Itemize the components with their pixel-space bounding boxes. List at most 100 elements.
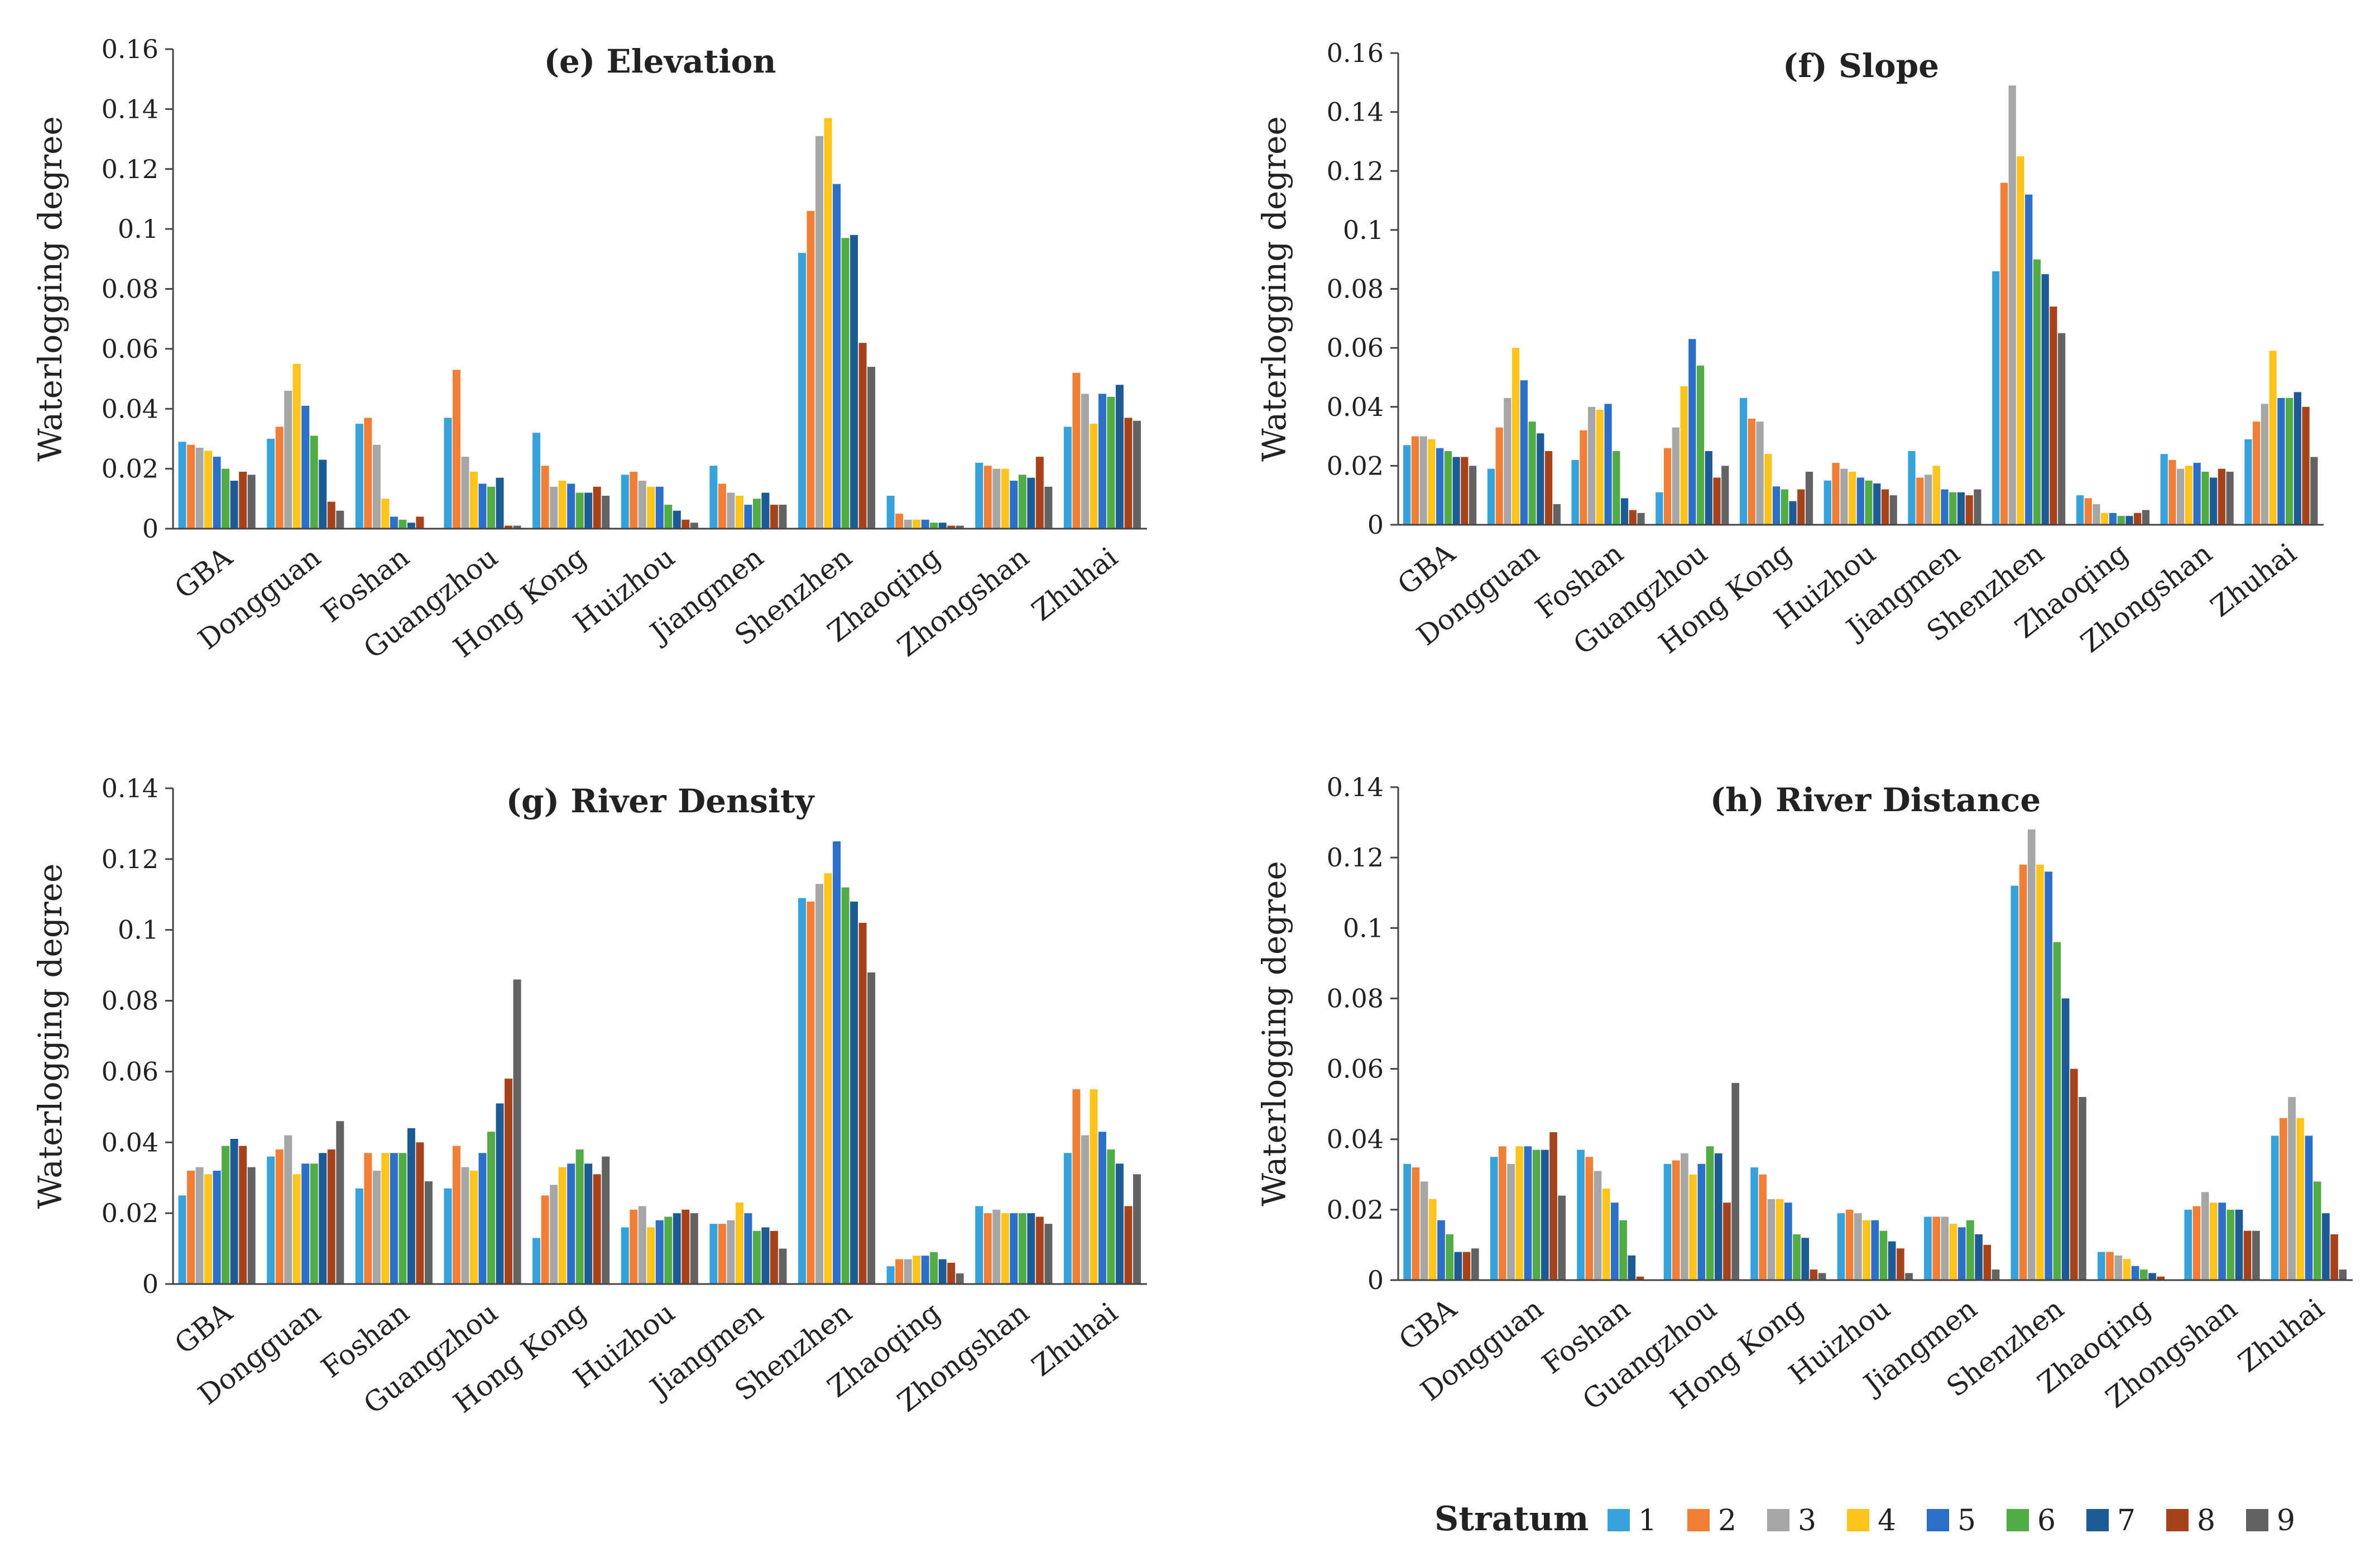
bar-stratum-6 xyxy=(2286,397,2293,525)
bar-stratum-4 xyxy=(1090,1089,1098,1284)
y-tick-label: 0.1 xyxy=(118,915,159,945)
bar-stratum-7 xyxy=(2322,1213,2330,1280)
bar-stratum-6 xyxy=(1528,421,1536,525)
legend-swatch-8 xyxy=(2166,1509,2189,1531)
bar-stratum-2 xyxy=(1495,427,1503,525)
bar-stratum-5 xyxy=(301,1163,310,1284)
bar-stratum-5 xyxy=(2277,397,2285,525)
bar-stratum-4 xyxy=(381,1153,390,1284)
bar-stratum-3 xyxy=(372,444,381,529)
bar-stratum-1 xyxy=(1656,492,1663,525)
bar-stratum-7 xyxy=(407,1128,415,1284)
bar-stratum-7 xyxy=(2293,392,2301,525)
bar-stratum-7 xyxy=(938,523,947,529)
bar-stratum-7 xyxy=(1628,1255,1636,1280)
bar-stratum-4 xyxy=(1602,1189,1610,1280)
bar-stratum-1 xyxy=(886,1266,895,1284)
bar-stratum-7 xyxy=(407,523,415,529)
bar-stratum-8 xyxy=(1462,1252,1471,1280)
y-tick-label: 0.16 xyxy=(102,34,159,64)
bar-stratum-4 xyxy=(1001,468,1009,529)
y-tick-label: 0.14 xyxy=(102,94,159,124)
bar-stratum-5 xyxy=(567,483,575,529)
bar-stratum-5 xyxy=(2193,463,2201,525)
bar-stratum-6 xyxy=(1532,1149,1541,1280)
bar-stratum-7 xyxy=(2235,1209,2243,1280)
bar-stratum-1 xyxy=(2271,1136,2279,1280)
bar-stratum-4 xyxy=(1764,454,1772,525)
bar-stratum-4 xyxy=(292,363,301,529)
bar-stratum-4 xyxy=(1512,348,1520,525)
bar-stratum-7 xyxy=(1975,1234,1983,1280)
bar-stratum-2 xyxy=(1411,436,1419,525)
y-axis-title: Waterlogging degree xyxy=(31,864,69,1209)
bar-stratum-4 xyxy=(913,519,921,529)
bar-stratum-2 xyxy=(2084,498,2092,525)
bar-stratum-3 xyxy=(727,1220,735,1284)
y-tick-label: 0.08 xyxy=(1327,274,1384,304)
bar-stratum-8 xyxy=(1124,1206,1133,1284)
bar-stratum-2 xyxy=(2280,1118,2287,1280)
bar-stratum-3 xyxy=(1756,421,1764,525)
bar-stratum-5 xyxy=(2109,512,2117,525)
bar-stratum-7 xyxy=(2125,516,2133,525)
bar-stratum-9 xyxy=(1133,1174,1141,1284)
bar-stratum-2 xyxy=(1748,418,1755,525)
bar-stratum-2 xyxy=(718,483,726,529)
y-tick-label: 0.06 xyxy=(102,334,159,364)
bar-stratum-8 xyxy=(2157,1276,2165,1280)
bar-stratum-1 xyxy=(2097,1252,2105,1280)
bar-stratum-1 xyxy=(1824,480,1831,525)
bar-stratum-8 xyxy=(2243,1230,2252,1280)
bar-stratum-1 xyxy=(1739,397,1748,525)
bar-stratum-4 xyxy=(1515,1146,1524,1280)
bar-stratum-7 xyxy=(1873,483,1881,525)
bar-stratum-5 xyxy=(1784,1203,1792,1280)
bar-stratum-3 xyxy=(2288,1097,2296,1280)
bar-stratum-2 xyxy=(895,514,904,529)
bar-stratum-5 xyxy=(2218,1203,2226,1280)
bar-stratum-5 xyxy=(921,519,929,529)
bar-stratum-7 xyxy=(761,492,770,529)
bar-stratum-1 xyxy=(444,418,452,529)
bar-stratum-2 xyxy=(364,1153,372,1284)
bar-stratum-6 xyxy=(1444,451,1452,525)
bar-stratum-5 xyxy=(2045,871,2053,1280)
bar-stratum-2 xyxy=(895,1259,904,1284)
bar-stratum-4 xyxy=(2210,1203,2218,1280)
bar-stratum-3 xyxy=(815,136,824,529)
bar-stratum-5 xyxy=(833,841,841,1284)
legend-label: 3 xyxy=(1798,1504,1816,1537)
legend-swatch-5 xyxy=(1927,1509,1949,1531)
y-tick-label: 0.02 xyxy=(1327,1195,1384,1225)
y-tick-label: 0.08 xyxy=(1327,983,1384,1013)
bar-stratum-2 xyxy=(983,1213,992,1284)
bar-stratum-3 xyxy=(2261,404,2269,525)
y-tick-label: 0.04 xyxy=(102,1127,159,1157)
bar-stratum-2 xyxy=(718,1224,726,1284)
bar-stratum-2 xyxy=(1412,1167,1420,1280)
bar-stratum-1 xyxy=(178,442,186,529)
bar-stratum-5 xyxy=(1010,481,1018,529)
bar-stratum-9 xyxy=(336,1121,344,1284)
bar-stratum-5 xyxy=(1688,339,1696,525)
bar-stratum-9 xyxy=(2079,1097,2086,1280)
bar-stratum-6 xyxy=(1696,365,1705,525)
legend-label: 5 xyxy=(1957,1504,1976,1537)
bar-stratum-6 xyxy=(2117,516,2125,525)
y-tick-label: 0.02 xyxy=(102,454,159,484)
bar-stratum-8 xyxy=(1713,477,1721,525)
bar-stratum-9 xyxy=(247,475,256,529)
chart-title: (e) Elevation xyxy=(544,42,776,80)
bar-stratum-7 xyxy=(1541,1149,1549,1280)
bar-stratum-8 xyxy=(858,923,867,1284)
bar-stratum-3 xyxy=(1587,406,1596,525)
bar-stratum-2 xyxy=(275,427,284,529)
bar-stratum-6 xyxy=(399,519,407,529)
bar-stratum-8 xyxy=(1897,1248,1904,1280)
legend-label: 4 xyxy=(1878,1504,1896,1537)
bar-stratum-4 xyxy=(1428,439,1436,525)
bar-stratum-2 xyxy=(541,1195,549,1284)
bar-stratum-3 xyxy=(284,1135,292,1284)
bar-stratum-5 xyxy=(213,1171,221,1284)
